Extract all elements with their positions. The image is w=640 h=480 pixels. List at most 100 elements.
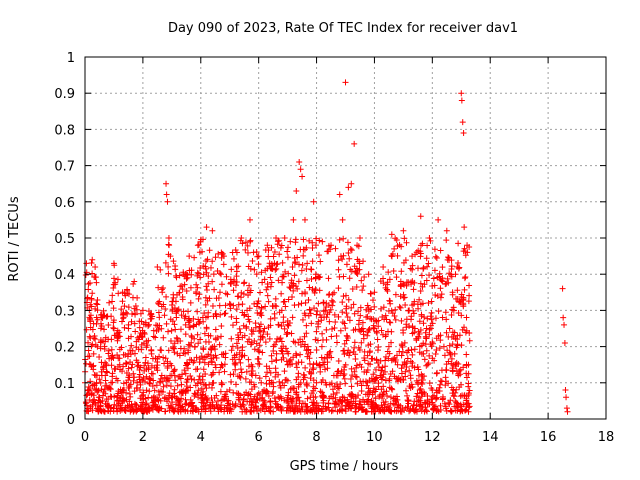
data-point (150, 327, 157, 334)
data-point (287, 285, 294, 292)
data-point (202, 382, 209, 389)
data-point (387, 400, 394, 407)
axis-ticks (84, 56, 607, 420)
data-point (236, 325, 243, 332)
data-point (433, 347, 440, 354)
data-point (86, 361, 93, 368)
data-point (285, 322, 292, 329)
x-tick-label: 18 (598, 430, 615, 445)
data-point (336, 236, 343, 243)
data-point (131, 374, 138, 381)
data-point (274, 260, 281, 267)
data-point (356, 235, 363, 241)
data-point (200, 345, 207, 352)
data-point (113, 397, 120, 404)
data-point (158, 325, 165, 332)
data-point (318, 343, 325, 350)
data-point (209, 344, 216, 351)
data-point (400, 329, 407, 336)
data-point (302, 364, 309, 371)
data-point (194, 284, 201, 291)
data-point (85, 353, 92, 360)
data-point (285, 389, 292, 396)
data-point (141, 362, 148, 369)
data-point (216, 289, 223, 296)
data-point (236, 373, 243, 380)
data-point (235, 293, 242, 300)
data-point (83, 260, 90, 267)
data-point (313, 311, 320, 318)
data-point (218, 281, 225, 288)
data-point (465, 408, 472, 415)
data-point (259, 394, 266, 401)
y-tick-label: 0.8 (54, 123, 75, 138)
data-point (125, 350, 132, 357)
data-point (278, 323, 285, 330)
data-point (194, 380, 201, 387)
data-point (89, 341, 96, 348)
data-point (89, 256, 96, 263)
data-point (289, 264, 296, 271)
data-point (417, 385, 424, 392)
data-point (205, 405, 212, 412)
data-point (453, 344, 460, 351)
data-point (411, 346, 418, 353)
data-point (416, 343, 423, 350)
data-point (170, 258, 177, 265)
data-point (92, 274, 99, 281)
data-point (160, 334, 167, 341)
data-point (252, 399, 259, 406)
data-point (182, 390, 189, 397)
data-point (249, 399, 256, 406)
data-point (132, 302, 139, 309)
data-point (191, 335, 198, 342)
data-point (145, 337, 152, 344)
data-point (348, 247, 355, 254)
data-point (176, 398, 183, 405)
data-point (239, 408, 246, 415)
data-point (398, 408, 405, 415)
data-point (161, 312, 168, 319)
data-point (88, 303, 95, 310)
data-point (463, 400, 470, 407)
data-point (203, 325, 210, 332)
data-point (111, 275, 118, 282)
data-point (195, 387, 202, 394)
data-point (268, 352, 275, 359)
data-point (398, 365, 405, 372)
data-point (368, 397, 375, 404)
data-point (231, 277, 238, 284)
data-point (82, 272, 89, 279)
data-point (422, 335, 429, 342)
data-point (106, 299, 113, 306)
data-point (397, 402, 404, 409)
data-point (373, 386, 380, 393)
data-point (273, 235, 280, 241)
data-point (183, 359, 190, 366)
x-axis-title: GPS time / hours (290, 459, 399, 474)
data-point (142, 354, 149, 361)
data-point (344, 396, 351, 403)
data-point (173, 272, 180, 279)
data-point (457, 393, 464, 400)
data-point (203, 287, 210, 294)
data-point (208, 355, 215, 362)
data-point (427, 313, 434, 320)
data-point (317, 258, 324, 265)
data-point (361, 273, 368, 280)
data-point (176, 389, 183, 396)
data-point (114, 392, 121, 399)
data-point (229, 343, 236, 350)
data-point (124, 287, 131, 294)
data-point (432, 315, 439, 322)
data-point (218, 397, 225, 404)
data-point (433, 335, 440, 342)
data-point (278, 405, 285, 412)
data-point (348, 365, 355, 372)
data-point (142, 319, 149, 326)
data-point (279, 279, 286, 286)
data-point (454, 336, 461, 343)
data-point (439, 264, 446, 271)
data-point (172, 262, 179, 269)
data-point (463, 327, 470, 334)
